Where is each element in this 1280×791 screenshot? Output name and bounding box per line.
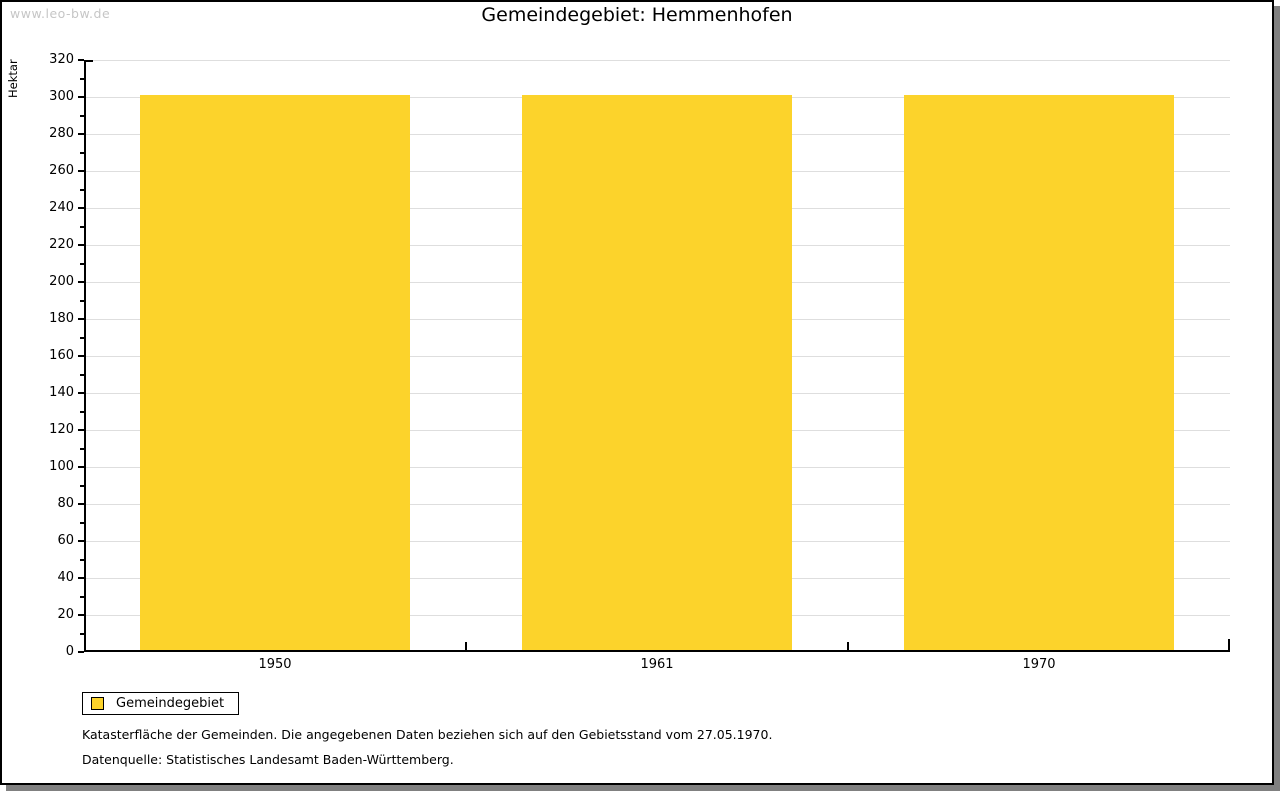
y-minor-tick-30 [80,595,84,598]
bar-1961 [522,95,792,652]
y-major-tick-120 [78,429,84,431]
y-major-tick-40 [78,577,84,579]
y-major-tick-220 [78,244,84,246]
y-tick-label-200: 200 [49,274,74,289]
y-tick-label-220: 220 [49,237,74,252]
bar-1950 [140,95,410,652]
x-axis-end-cap [1228,639,1230,650]
y-tick-label-100: 100 [49,459,74,474]
x-axis-line [84,650,1230,652]
legend-swatch [91,697,104,710]
y-tick-label-0: 0 [65,644,74,659]
y-tick-label-160: 160 [49,348,74,363]
x-tick-label-1961: 1961 [640,657,674,672]
y-tick-label-140: 140 [49,385,74,400]
y-major-tick-0 [78,651,84,653]
y-minor-tick-130 [80,410,84,413]
y-minor-tick-90 [80,484,84,487]
gridline-y-320 [86,60,1230,61]
y-tick-label-180: 180 [49,311,74,326]
y-tick-label-20: 20 [57,607,74,622]
y-tick-label-320: 320 [49,52,74,67]
y-axis-end-cap [86,60,93,62]
footer-source: Datenquelle: Statistisches Landesamt Bad… [82,752,454,767]
y-minor-tick-150 [80,373,84,376]
footer-note: Katasterfläche der Gemeinden. Die angege… [82,727,773,742]
y-major-tick-100 [78,466,84,468]
y-major-tick-180 [78,318,84,320]
y-major-tick-240 [78,207,84,209]
bar-1970 [904,95,1174,652]
y-major-tick-80 [78,503,84,505]
watermark: www.leo-bw.de [10,6,111,21]
y-minor-tick-70 [80,521,84,524]
y-major-tick-140 [78,392,84,394]
y-major-tick-160 [78,355,84,357]
y-minor-tick-50 [80,558,84,561]
y-tick-label-260: 260 [49,163,74,178]
y-tick-label-300: 300 [49,89,74,104]
y-major-tick-200 [78,281,84,283]
x-boundary-tick-2 [847,642,849,650]
y-tick-label-40: 40 [57,570,74,585]
y-major-tick-320 [78,59,84,61]
y-major-tick-60 [78,540,84,542]
y-minor-tick-230 [80,225,84,228]
x-tick-label-1950: 1950 [258,657,292,672]
y-minor-tick-310 [80,77,84,80]
y-axis-line [84,60,86,652]
y-minor-tick-270 [80,151,84,154]
y-minor-tick-110 [80,447,84,450]
y-minor-tick-170 [80,336,84,339]
x-boundary-tick-1 [465,642,467,650]
frame-shadow-bottom [6,785,1280,791]
y-tick-label-120: 120 [49,422,74,437]
y-major-tick-280 [78,133,84,135]
y-minor-tick-190 [80,299,84,302]
y-minor-tick-290 [80,114,84,117]
x-tick-label-1970: 1970 [1022,657,1056,672]
y-minor-tick-210 [80,262,84,265]
y-major-tick-300 [78,96,84,98]
legend-label: Gemeindegebiet [116,696,225,711]
y-minor-tick-250 [80,188,84,191]
legend-box: Gemeindegebiet [82,692,240,715]
y-tick-label-60: 60 [57,533,74,548]
y-tick-label-80: 80 [57,496,74,511]
y-major-tick-20 [78,614,84,616]
y-major-tick-260 [78,170,84,172]
plot-area: 0 20 40 60 80 100 120 140 160 180 200 220 240 260 280 3… [49,52,1230,672]
y-minor-tick-10 [80,632,84,635]
chart-title: Gemeindegebiet: Hemmenhofen [481,4,793,26]
y-tick-label-240: 240 [49,200,74,215]
frame-shadow-right [1274,6,1280,791]
y-tick-label-280: 280 [49,126,74,141]
